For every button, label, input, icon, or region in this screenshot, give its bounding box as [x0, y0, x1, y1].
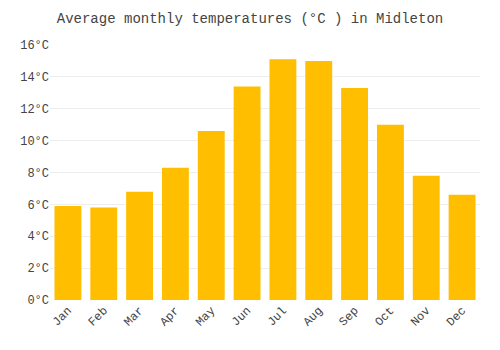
svg-text:2°C: 2°C [27, 262, 49, 276]
svg-text:Sep: Sep [336, 304, 361, 329]
svg-text:4°C: 4°C [27, 230, 49, 244]
svg-text:Aug: Aug [301, 304, 326, 329]
svg-text:Nov: Nov [408, 304, 433, 329]
svg-text:Jan: Jan [50, 304, 75, 329]
svg-text:6°C: 6°C [27, 199, 49, 213]
svg-text:0°C: 0°C [27, 294, 49, 308]
svg-text:Feb: Feb [86, 304, 111, 329]
svg-text:10°C: 10°C [20, 135, 49, 149]
svg-text:May: May [193, 304, 218, 329]
svg-text:Apr: Apr [157, 304, 182, 329]
svg-text:Jun: Jun [229, 304, 254, 329]
svg-text:Jul: Jul [265, 304, 290, 329]
svg-text:Mar: Mar [121, 304, 146, 329]
svg-text:Average monthly temperatures (: Average monthly temperatures (°C ) in Mi… [57, 11, 443, 27]
svg-text:Dec: Dec [444, 304, 469, 329]
svg-text:8°C: 8°C [27, 167, 49, 181]
svg-text:14°C: 14°C [20, 71, 49, 85]
svg-text:12°C: 12°C [20, 103, 49, 117]
svg-text:Oct: Oct [372, 304, 397, 329]
svg-text:16°C: 16°C [20, 39, 49, 53]
